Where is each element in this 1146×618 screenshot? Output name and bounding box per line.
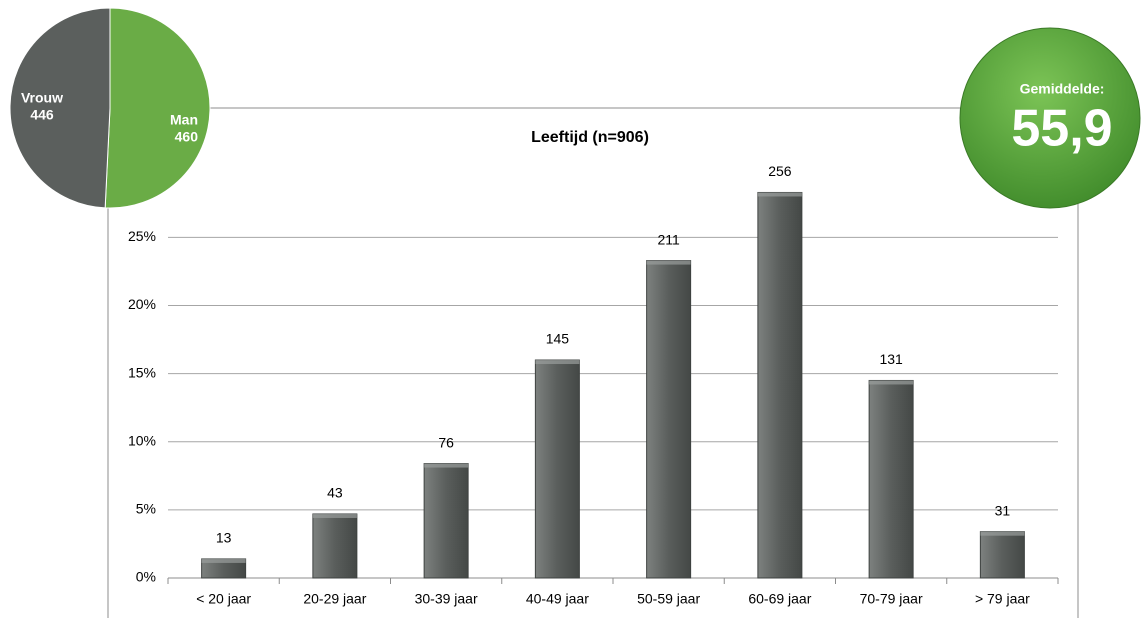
bar-top bbox=[980, 531, 1025, 536]
pie-slice bbox=[9, 7, 111, 209]
y-tick-label: 0% bbox=[136, 569, 156, 585]
x-tick-label: 30-39 jaar bbox=[415, 591, 478, 607]
y-tick-label: 25% bbox=[128, 228, 156, 244]
bar-top bbox=[869, 380, 914, 385]
x-tick-label: 40-49 jaar bbox=[526, 591, 589, 607]
y-tick-label: 15% bbox=[128, 364, 156, 380]
bar bbox=[868, 379, 914, 579]
data-label: 145 bbox=[546, 331, 570, 347]
data-label: 131 bbox=[879, 351, 903, 367]
data-label: 211 bbox=[657, 231, 680, 247]
data-label: 31 bbox=[995, 502, 1011, 518]
pie-slice bbox=[104, 7, 211, 209]
bar bbox=[312, 513, 358, 579]
x-tick-label: > 79 jaar bbox=[975, 591, 1030, 607]
mean-circle bbox=[959, 27, 1141, 209]
slice-value: 446 bbox=[30, 107, 54, 123]
data-label: 256 bbox=[768, 163, 792, 179]
mean-badge: Gemiddelde: 55,9 bbox=[959, 27, 1141, 209]
x-tick-label: 50-59 jaar bbox=[637, 591, 700, 607]
x-tick-label: < 20 jaar bbox=[196, 591, 251, 607]
data-label: 76 bbox=[438, 434, 454, 450]
data-label: 13 bbox=[216, 530, 232, 546]
plot-frame bbox=[107, 107, 1079, 618]
chart-title: Leeftijd (n=906) bbox=[531, 129, 649, 146]
bar-top bbox=[646, 260, 691, 265]
x-tick-label: 20-29 jaar bbox=[303, 591, 366, 607]
mean-label: Gemiddelde: bbox=[1020, 81, 1105, 97]
bar-top bbox=[535, 360, 580, 365]
bar-top bbox=[757, 192, 802, 197]
bar bbox=[534, 359, 580, 579]
slice-label: Man bbox=[170, 112, 198, 128]
slice-value: 460 bbox=[175, 129, 199, 145]
y-tick-label: 20% bbox=[128, 296, 156, 312]
bar-top bbox=[424, 463, 469, 468]
slice-label: Vrouw bbox=[21, 90, 63, 106]
x-tick-label: 70-79 jaar bbox=[860, 591, 923, 607]
bar-top bbox=[201, 558, 246, 563]
bar bbox=[757, 191, 803, 579]
data-label: 43 bbox=[327, 485, 343, 501]
bar bbox=[423, 463, 469, 579]
y-tick-label: 10% bbox=[128, 432, 156, 448]
bar bbox=[646, 260, 692, 579]
y-tick-label: 5% bbox=[136, 501, 156, 517]
x-tick-label: 60-69 jaar bbox=[748, 591, 811, 607]
bar-top bbox=[312, 513, 357, 518]
bar bbox=[979, 531, 1025, 579]
mean-value: 55,9 bbox=[1011, 100, 1112, 158]
